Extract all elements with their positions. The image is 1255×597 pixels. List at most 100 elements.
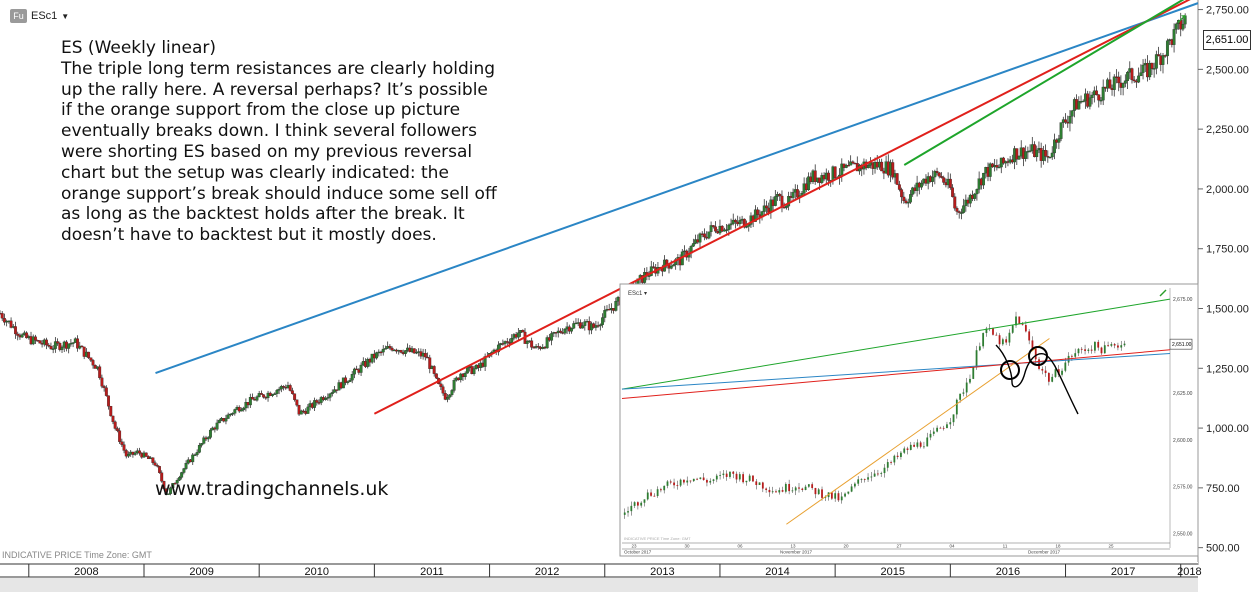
candle-body	[111, 415, 115, 423]
candle-body	[248, 396, 252, 406]
candle-body	[122, 444, 126, 451]
inset-candle-body	[1113, 344, 1116, 346]
candle-body	[973, 193, 977, 199]
candle-body	[180, 472, 184, 478]
candle-body	[1024, 151, 1028, 159]
candle-body	[184, 462, 188, 469]
candle-body	[1070, 110, 1074, 117]
inset-candle-body	[834, 493, 837, 499]
candle-body	[920, 182, 923, 188]
inset-candle-body	[959, 393, 962, 400]
candle-body	[279, 386, 283, 390]
candle-body	[1141, 64, 1145, 73]
candle-body	[330, 392, 334, 395]
inset-candle-body	[837, 493, 840, 501]
candle-body	[691, 243, 695, 247]
candle-body	[1088, 97, 1092, 107]
candle-body	[727, 224, 731, 230]
candle-body	[133, 452, 137, 455]
inset-candle-body	[646, 492, 649, 500]
candle-body	[1117, 76, 1121, 84]
inset-y-tick-label: 2,625.00	[1173, 391, 1193, 397]
candle-body	[988, 163, 992, 177]
candle-body	[328, 393, 332, 398]
inset-candle-body	[719, 475, 721, 476]
candle-body	[702, 233, 706, 238]
candle-body	[1132, 79, 1136, 82]
inset-frame	[619, 283, 1199, 557]
inset-x-month-label: December 2017	[1028, 550, 1061, 555]
inset-price-badge	[1169, 338, 1193, 350]
inset-candle-body	[929, 433, 932, 438]
inset-candle-body	[653, 495, 656, 497]
inset-candle-body	[673, 482, 675, 486]
candle-body	[669, 265, 673, 269]
candle-body	[282, 386, 286, 388]
candle-body	[647, 275, 651, 277]
y-tick-label: 1,750.00	[1206, 244, 1249, 256]
candle-body	[1161, 55, 1165, 65]
inset-candle-body	[1001, 339, 1004, 345]
candle-body	[120, 441, 124, 445]
candle-body	[450, 390, 454, 396]
candle-body	[78, 345, 82, 349]
candle-body	[742, 218, 746, 228]
inset-candle-body	[824, 497, 827, 498]
candle-body	[1017, 155, 1021, 160]
inset-candle-body	[893, 455, 896, 463]
chevron-down-icon[interactable]: ▼	[61, 11, 70, 21]
y-tick-label: 1,500.00	[1206, 304, 1249, 316]
inset-candle-body	[850, 486, 853, 492]
candle-body	[47, 344, 51, 347]
candle-body	[900, 189, 904, 198]
candle-body	[257, 393, 261, 398]
inset-candle-body	[932, 431, 935, 434]
candle-body	[707, 231, 711, 239]
candle-body	[109, 406, 113, 417]
inset-candle-body	[877, 473, 879, 475]
candle-body	[127, 454, 130, 457]
candle-body	[388, 346, 392, 349]
inset-candle-body	[755, 481, 758, 485]
candle-body	[765, 205, 768, 209]
inset-x-tick-label: 11	[1003, 544, 1008, 549]
candle-body	[375, 352, 379, 359]
inset-trendline-orange	[786, 338, 1050, 525]
candle-body	[89, 357, 93, 361]
inset-candle-body	[1034, 348, 1037, 360]
inset-candle-body	[1117, 345, 1119, 348]
candle-body	[840, 163, 844, 176]
candle-body	[80, 345, 84, 348]
inset-candle-body	[715, 475, 718, 480]
inset-trendline-blue	[621, 353, 1171, 390]
inset-candle-body	[1107, 345, 1109, 347]
inset-candle-body	[814, 487, 817, 495]
x-year-label: 2011	[420, 566, 444, 578]
candle-body	[1059, 122, 1063, 139]
candle-body	[384, 348, 387, 350]
x-year-label: 2018	[1177, 566, 1201, 578]
candle-body	[729, 223, 733, 226]
annotation-line: up the rally here. A reversal perhaps? I…	[61, 79, 488, 100]
trend-icon[interactable]: ➚	[1176, 10, 1188, 26]
candle-body	[796, 189, 799, 198]
candle-body	[352, 368, 356, 375]
annotation-text: ES (Weekly linear) The triple long term …	[61, 38, 501, 246]
inset-candle-body	[781, 490, 784, 492]
inset-x-month-label: November 2017	[780, 550, 813, 555]
candle-body	[288, 385, 292, 391]
candle-body	[931, 176, 935, 182]
candle-body	[550, 333, 554, 341]
inset-candle-body	[942, 427, 945, 429]
candle-body	[441, 386, 445, 394]
inset-x-tick-label: 25	[1108, 544, 1114, 549]
inset-candle-body	[821, 489, 823, 498]
candle-body	[1112, 76, 1116, 90]
symbol-label[interactable]: ESc1	[31, 10, 58, 22]
x-year-label: 2017	[1111, 566, 1135, 578]
inset-candle-body	[732, 471, 735, 474]
inset-candle-body	[1028, 331, 1031, 341]
inset-candle-body	[857, 479, 860, 484]
inset-candle-body	[784, 483, 787, 492]
inset-candle-body	[656, 489, 659, 497]
